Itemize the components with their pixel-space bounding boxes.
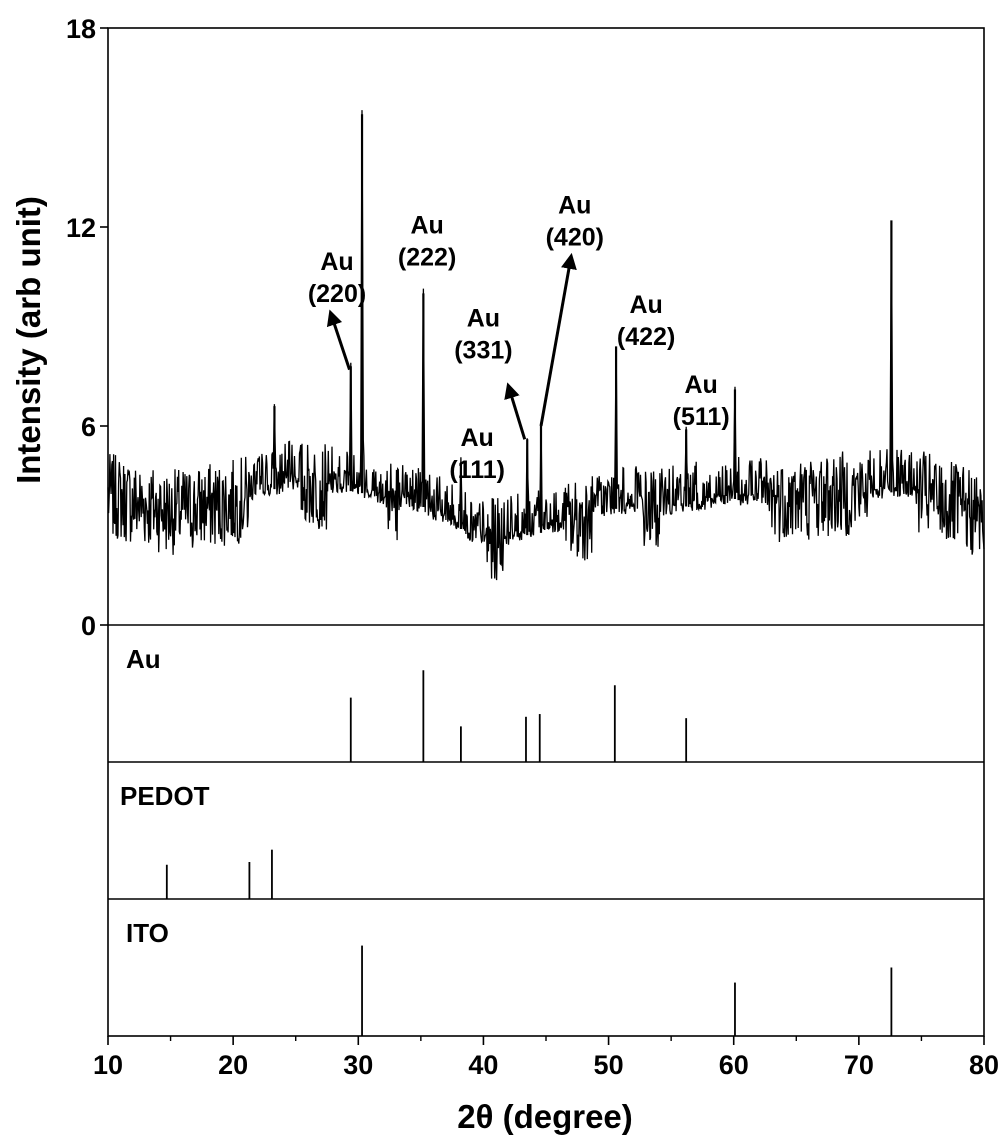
annotation-subtext-au-220: (220) <box>308 280 366 308</box>
reference-panel-label: PEDOT <box>120 781 210 811</box>
annotation-text-au-222: Au <box>410 212 443 240</box>
y-tick-label: 12 <box>66 213 96 243</box>
x-tick-label: 60 <box>719 1050 749 1080</box>
x-tick-label: 30 <box>343 1050 373 1080</box>
annotation-text-au-111: Au <box>461 424 494 452</box>
reference-panel-label: Au <box>126 644 161 674</box>
annotation-au-220: Au (220) <box>308 248 366 371</box>
reference-panel-ito: ITO <box>108 898 984 1036</box>
annotation-text-au-420: Au <box>558 192 591 220</box>
annotation-text-au-511: Au <box>685 371 718 399</box>
annotation-subtext-au-511: (511) <box>673 403 730 431</box>
annotation-arrow-au-220 <box>326 309 351 371</box>
annotation-au-111: Au (111) <box>449 424 505 484</box>
annotation-arrow-au-420 <box>539 252 577 427</box>
annotation-au-331: Au (331) <box>454 305 527 440</box>
reference-panel-label: ITO <box>126 918 169 948</box>
annotation-subtext-au-331: (331) <box>454 337 512 365</box>
annotation-au-511: Au (511) <box>673 371 730 431</box>
annotation-au-222: Au (222) <box>398 212 456 272</box>
x-tick-label: 10 <box>93 1050 123 1080</box>
axes: 0 6 12 18 10 20 30 40 50 60 70 80 <box>66 14 999 1080</box>
annotation-subtext-au-420: (420) <box>546 224 604 252</box>
annotation-subtext-au-222: (222) <box>398 244 456 272</box>
reference-panel-au: Au <box>126 644 688 762</box>
x-axis-label: 2θ (degree) <box>457 1098 633 1135</box>
x-tick-label: 40 <box>468 1050 498 1080</box>
y-tick-label: 6 <box>81 412 96 442</box>
xrd-trace <box>107 110 985 581</box>
annotation-subtext-au-111: (111) <box>449 456 505 484</box>
reference-panel-pedot: PEDOT <box>108 761 984 899</box>
y-tick-label: 18 <box>66 14 96 44</box>
main-plot: Au (220) Au (222) Au (331) Au (111) Au (420) Au (42… <box>107 110 985 581</box>
annotation-text-au-331: Au <box>467 305 500 333</box>
reference-panels: Au PEDOT ITO <box>108 644 984 1036</box>
x-tick-label: 50 <box>594 1050 624 1080</box>
x-tick-label: 80 <box>969 1050 999 1080</box>
x-tick-label: 20 <box>218 1050 248 1080</box>
annotation-arrow-au-331 <box>504 382 527 440</box>
annotation-text-au-422: Au <box>629 291 662 319</box>
x-tick-label: 70 <box>844 1050 874 1080</box>
y-tick-label: 0 <box>81 611 96 641</box>
annotation-subtext-au-422: (422) <box>617 323 675 351</box>
y-axis-label: Intensity (arb unit) <box>10 196 47 484</box>
annotation-au-420: Au (420) <box>539 192 604 427</box>
annotation-text-au-220: Au <box>320 248 353 276</box>
annotation-au-422: Au (422) <box>617 291 675 351</box>
